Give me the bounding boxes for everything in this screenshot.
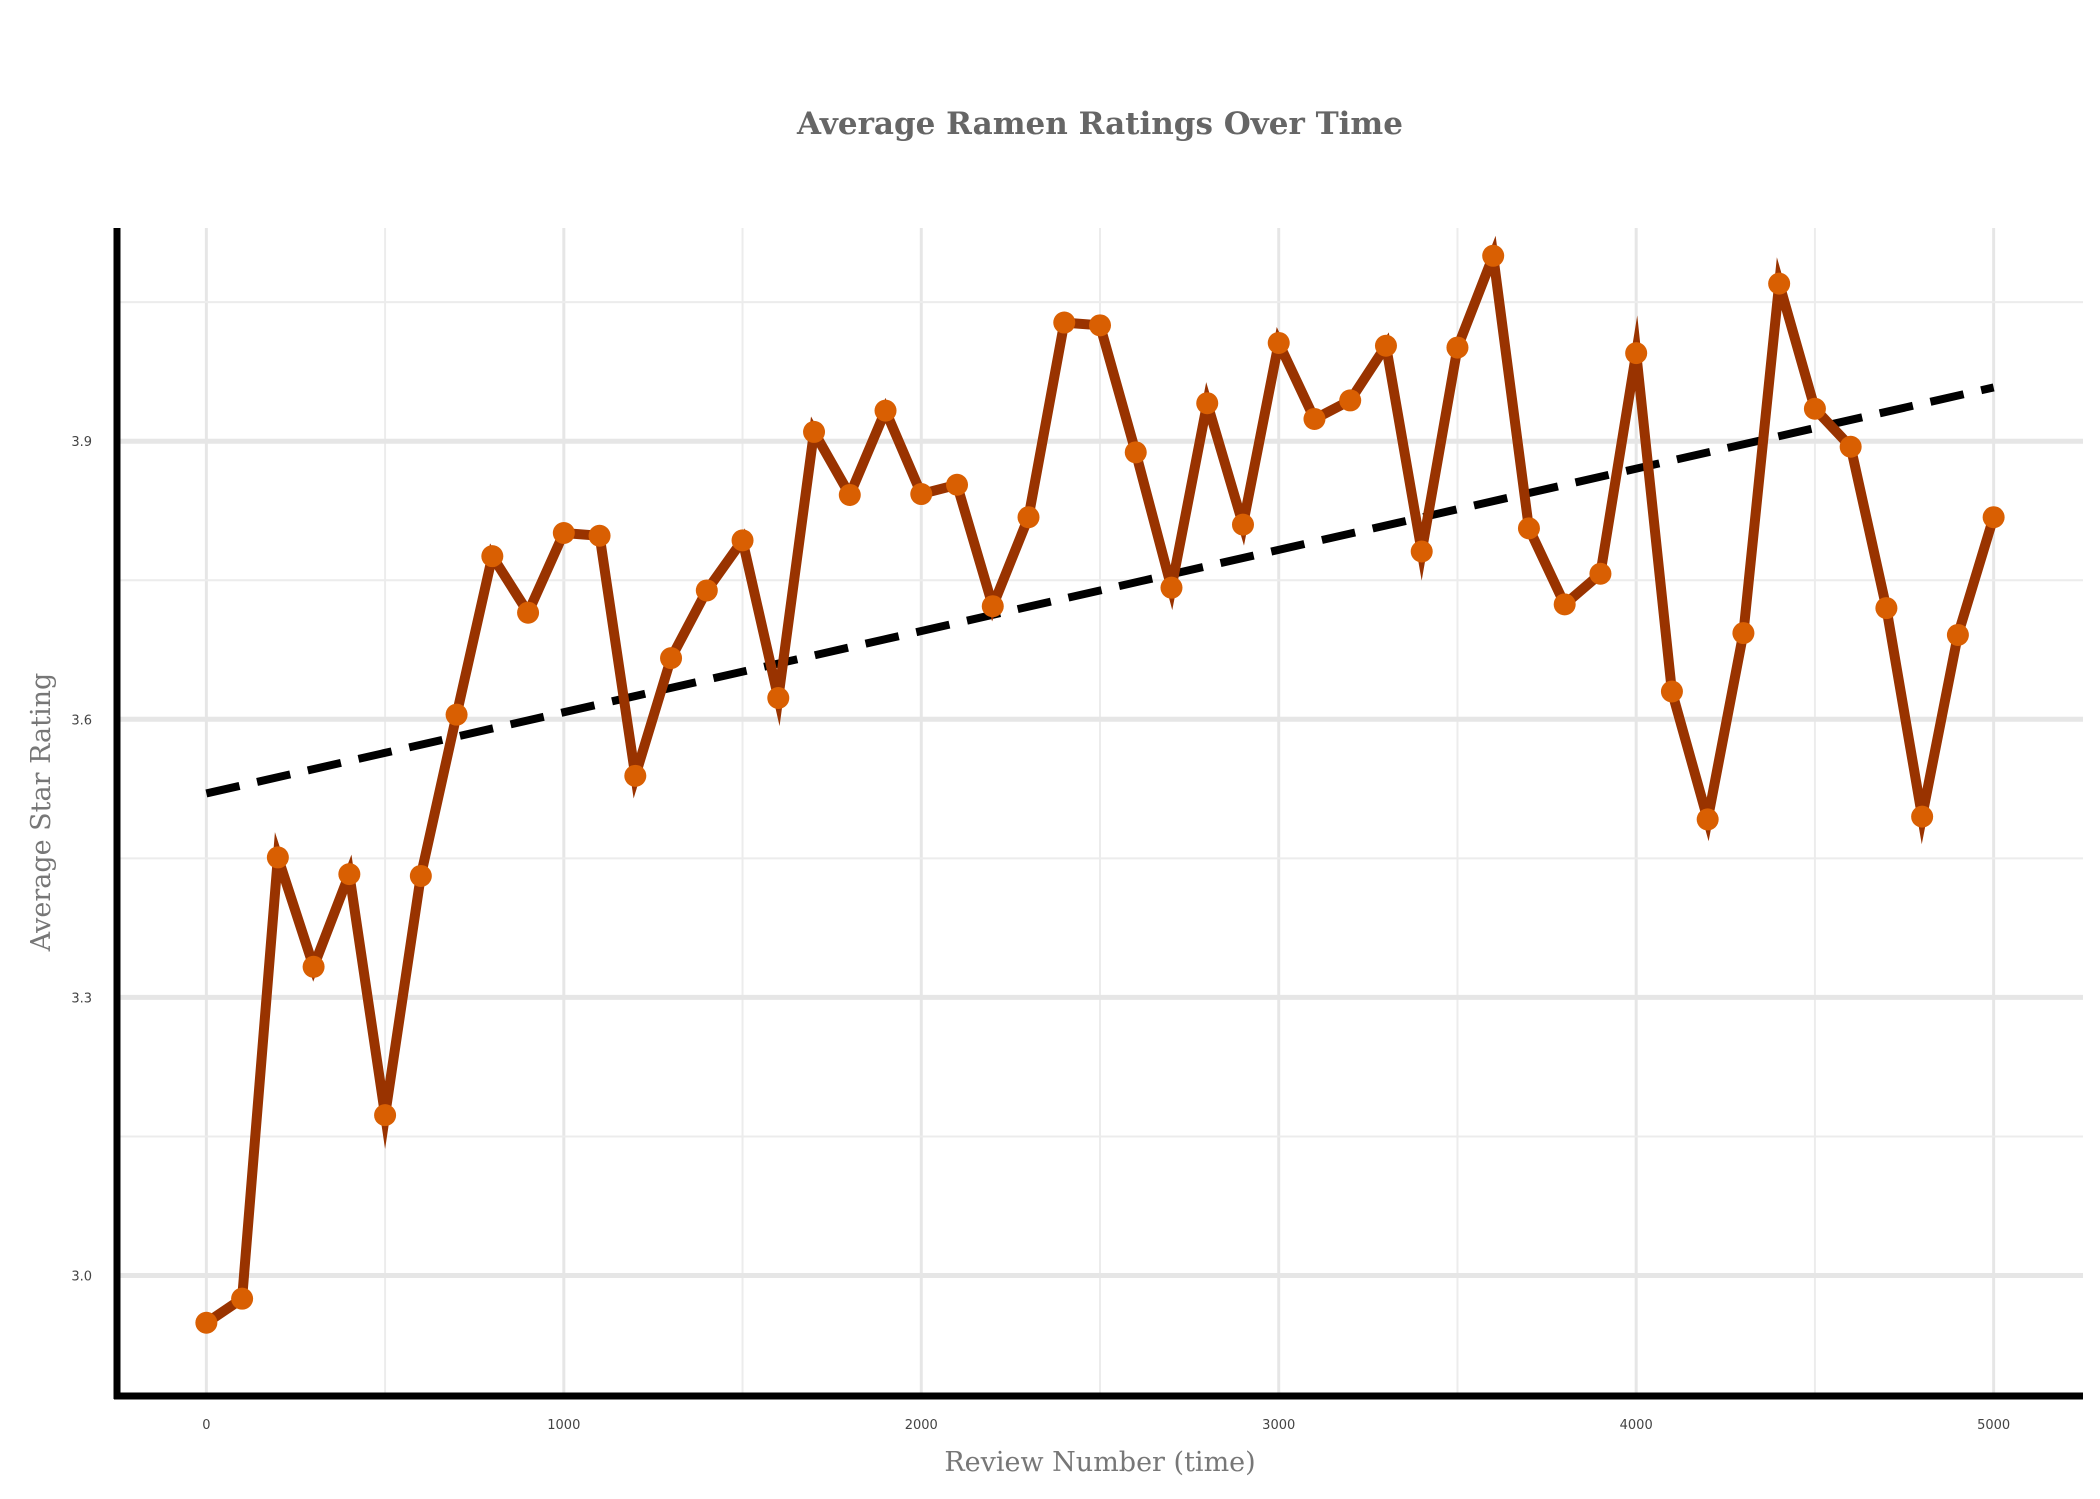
rating-point — [1803, 397, 1826, 420]
rating-point — [838, 483, 861, 506]
rating-point — [1839, 435, 1862, 458]
rating-point — [981, 595, 1004, 618]
x-tick-label: 5000 — [1977, 1418, 2010, 1433]
grid-lines — [117, 228, 2083, 1396]
plot-series — [195, 235, 2005, 1334]
rating-point — [803, 420, 826, 443]
rating-point — [1303, 407, 1326, 430]
rating-point — [1875, 597, 1898, 620]
rating-point — [1267, 331, 1290, 354]
rating-point — [1339, 389, 1362, 412]
trend-line — [205, 383, 1995, 798]
rating-point — [1053, 311, 1076, 334]
rating-point — [1589, 562, 1612, 585]
rating-point — [517, 601, 540, 624]
rating-point — [1517, 517, 1540, 540]
rating-point — [874, 399, 897, 422]
rating-point — [481, 545, 504, 568]
rating-point — [266, 846, 289, 869]
rating-point — [302, 955, 325, 978]
axes — [113, 228, 2083, 1400]
rating-point — [624, 764, 647, 787]
chart-title: Average Ramen Ratings Over Time — [796, 106, 1403, 142]
rating-point — [1625, 342, 1648, 365]
rating-point — [1374, 334, 1397, 357]
rating-point — [1768, 272, 1791, 295]
y-axis-label: Average Star Rating — [26, 673, 57, 953]
rating-point — [910, 483, 933, 506]
rating-point — [1196, 392, 1219, 415]
rating-point — [588, 524, 611, 547]
rating-point — [1660, 680, 1683, 703]
rating-point — [1017, 506, 1040, 529]
rating-point — [231, 1287, 254, 1310]
rating-point — [1696, 808, 1719, 831]
rating-point — [1982, 506, 2005, 529]
rating-point — [695, 579, 718, 602]
x-axis-label: Review Number (time) — [944, 1447, 1255, 1478]
rating-point — [195, 1311, 218, 1334]
rating-point — [1732, 622, 1755, 645]
rating-point — [1410, 540, 1433, 563]
x-tick-label: 2000 — [905, 1418, 938, 1433]
rating-point — [338, 863, 361, 886]
rating-point — [445, 703, 468, 726]
y-tick-label: 3.0 — [71, 1269, 92, 1284]
x-tick-label: 0 — [202, 1418, 210, 1433]
x-tick-label: 1000 — [547, 1418, 580, 1433]
rating-point — [1124, 441, 1147, 464]
rating-point — [1446, 336, 1469, 359]
y-tick-label: 3.9 — [71, 435, 92, 450]
rating-point — [1911, 805, 1934, 828]
rating-point — [552, 521, 575, 544]
rating-point — [1553, 593, 1576, 616]
rating-point — [1160, 576, 1183, 599]
rating-point — [660, 647, 683, 670]
rating-point — [1089, 314, 1111, 337]
rating-point — [946, 473, 969, 496]
rating-point — [1231, 513, 1254, 536]
x-tick-labels: 0 1000 2000 3000 4000 5000 — [202, 1418, 2010, 1433]
rating-point — [767, 686, 790, 709]
y-tick-label: 3.3 — [71, 991, 92, 1006]
rating-point — [1482, 244, 1505, 267]
rating-point — [731, 529, 754, 552]
y-tick-label: 3.6 — [71, 713, 92, 728]
y-tick-labels: 3.0 3.3 3.6 3.9 — [71, 435, 92, 1284]
rating-point — [1946, 623, 1969, 646]
x-tick-label: 3000 — [1262, 1418, 1295, 1433]
x-tick-label: 4000 — [1620, 1418, 1653, 1433]
rating-point — [409, 864, 432, 887]
rating-point — [374, 1104, 397, 1127]
